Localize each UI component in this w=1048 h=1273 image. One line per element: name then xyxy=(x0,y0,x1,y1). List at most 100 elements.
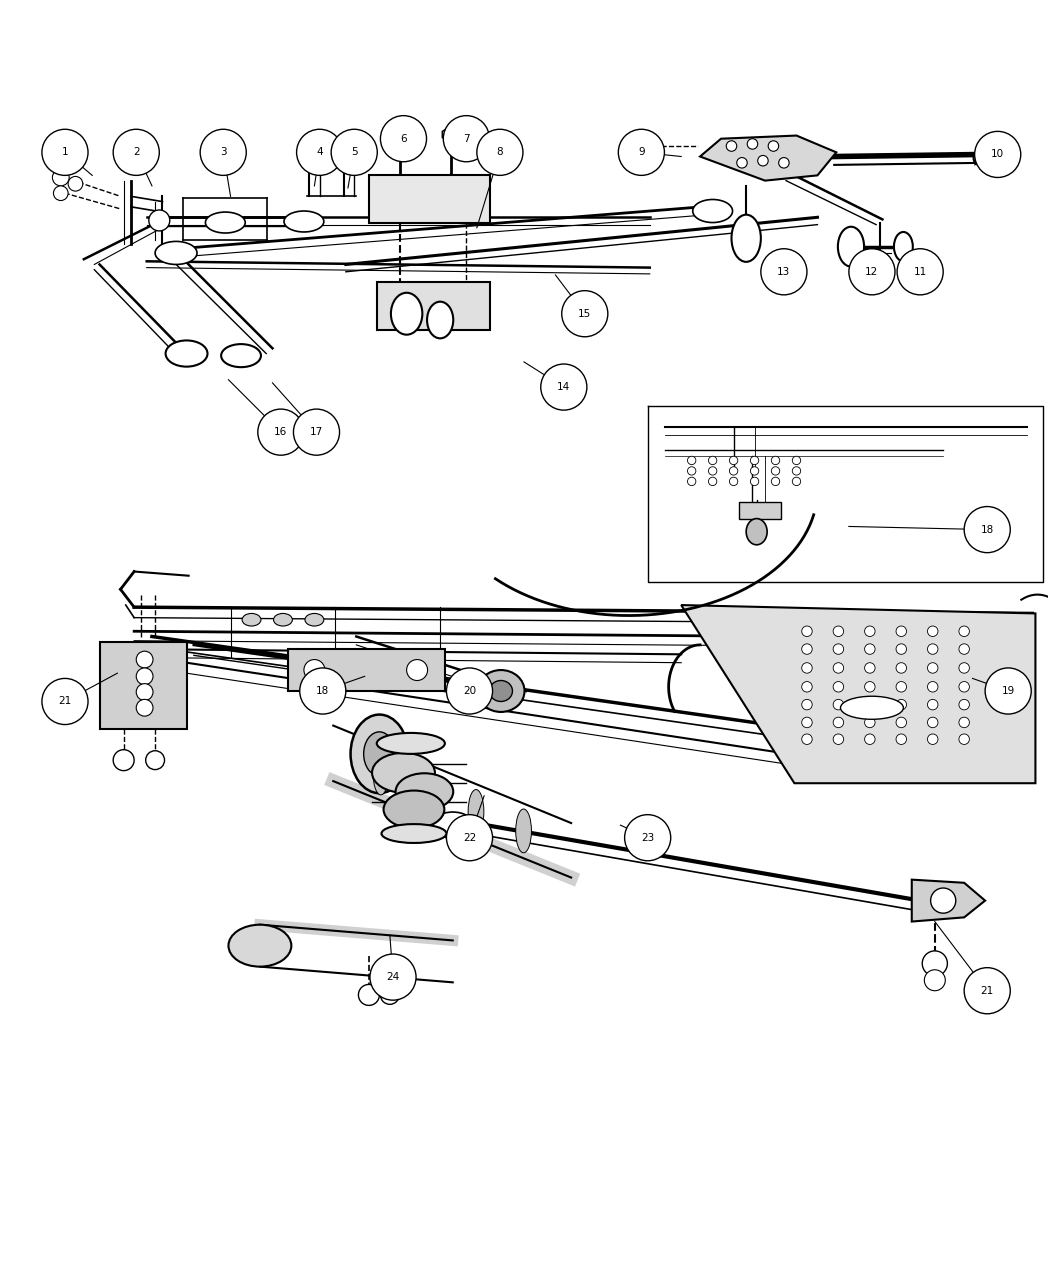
Circle shape xyxy=(758,155,768,165)
Text: 14: 14 xyxy=(558,382,570,392)
Circle shape xyxy=(833,626,844,636)
Circle shape xyxy=(896,644,907,654)
Circle shape xyxy=(959,735,969,745)
Circle shape xyxy=(53,186,68,201)
Circle shape xyxy=(771,456,780,465)
Circle shape xyxy=(959,644,969,654)
Circle shape xyxy=(708,467,717,475)
Text: 11: 11 xyxy=(914,267,926,276)
Circle shape xyxy=(924,970,945,990)
Circle shape xyxy=(959,699,969,710)
Ellipse shape xyxy=(373,751,389,794)
Circle shape xyxy=(792,467,801,475)
Circle shape xyxy=(927,735,938,745)
Circle shape xyxy=(761,248,807,295)
Circle shape xyxy=(304,659,325,681)
Circle shape xyxy=(896,735,907,745)
Ellipse shape xyxy=(305,614,324,626)
Ellipse shape xyxy=(242,614,261,626)
Circle shape xyxy=(927,681,938,693)
Circle shape xyxy=(896,681,907,693)
Circle shape xyxy=(802,626,812,636)
Circle shape xyxy=(865,626,875,636)
Text: 13: 13 xyxy=(778,267,790,276)
Circle shape xyxy=(52,169,69,186)
Text: 1: 1 xyxy=(62,148,68,158)
Ellipse shape xyxy=(432,812,474,838)
Circle shape xyxy=(750,456,759,465)
Circle shape xyxy=(68,177,83,191)
Text: 21: 21 xyxy=(59,696,71,707)
Circle shape xyxy=(792,477,801,485)
Circle shape xyxy=(687,477,696,485)
Text: 19: 19 xyxy=(1002,686,1014,696)
Text: 9: 9 xyxy=(638,148,645,158)
Ellipse shape xyxy=(396,773,454,810)
Circle shape xyxy=(370,953,416,1001)
Ellipse shape xyxy=(372,752,435,793)
Ellipse shape xyxy=(377,733,444,754)
Circle shape xyxy=(331,130,377,176)
Ellipse shape xyxy=(166,340,208,367)
Circle shape xyxy=(959,681,969,693)
Circle shape xyxy=(896,699,907,710)
Ellipse shape xyxy=(732,215,761,262)
Circle shape xyxy=(136,668,153,685)
Circle shape xyxy=(737,158,747,168)
Circle shape xyxy=(729,477,738,485)
Circle shape xyxy=(136,684,153,700)
Circle shape xyxy=(258,409,304,456)
Circle shape xyxy=(297,130,343,176)
Ellipse shape xyxy=(274,614,292,626)
Circle shape xyxy=(865,644,875,654)
Polygon shape xyxy=(390,125,411,141)
Circle shape xyxy=(771,477,780,485)
Ellipse shape xyxy=(489,681,512,701)
Circle shape xyxy=(687,456,696,465)
Circle shape xyxy=(802,663,812,673)
Circle shape xyxy=(927,717,938,728)
Circle shape xyxy=(865,663,875,673)
Circle shape xyxy=(562,290,608,337)
Circle shape xyxy=(896,663,907,673)
Text: 6: 6 xyxy=(400,134,407,144)
Circle shape xyxy=(380,985,399,1004)
Circle shape xyxy=(358,984,379,1006)
Polygon shape xyxy=(288,649,445,691)
Circle shape xyxy=(407,659,428,681)
Text: 4: 4 xyxy=(316,148,323,158)
Circle shape xyxy=(200,130,246,176)
Text: 18: 18 xyxy=(316,686,329,696)
Text: 23: 23 xyxy=(641,833,654,843)
Circle shape xyxy=(768,141,779,151)
Circle shape xyxy=(964,507,1010,552)
Circle shape xyxy=(964,967,1010,1013)
Circle shape xyxy=(802,735,812,745)
Circle shape xyxy=(927,663,938,673)
Circle shape xyxy=(792,456,801,465)
Ellipse shape xyxy=(350,714,408,793)
Circle shape xyxy=(897,248,943,295)
Circle shape xyxy=(136,652,153,668)
Circle shape xyxy=(42,130,88,176)
Circle shape xyxy=(927,626,938,636)
Circle shape xyxy=(750,477,759,485)
Circle shape xyxy=(771,467,780,475)
Polygon shape xyxy=(681,605,1035,783)
Circle shape xyxy=(113,130,159,176)
Circle shape xyxy=(896,717,907,728)
Circle shape xyxy=(922,951,947,976)
Circle shape xyxy=(865,735,875,745)
Circle shape xyxy=(959,717,969,728)
Text: 17: 17 xyxy=(310,428,323,437)
Circle shape xyxy=(729,456,738,465)
Text: 21: 21 xyxy=(981,985,994,995)
Polygon shape xyxy=(912,880,985,922)
Ellipse shape xyxy=(420,770,436,815)
Ellipse shape xyxy=(221,344,261,367)
Text: 2: 2 xyxy=(133,148,139,158)
Text: 3: 3 xyxy=(220,148,226,158)
Circle shape xyxy=(149,210,170,230)
Circle shape xyxy=(747,139,758,149)
Circle shape xyxy=(42,679,88,724)
